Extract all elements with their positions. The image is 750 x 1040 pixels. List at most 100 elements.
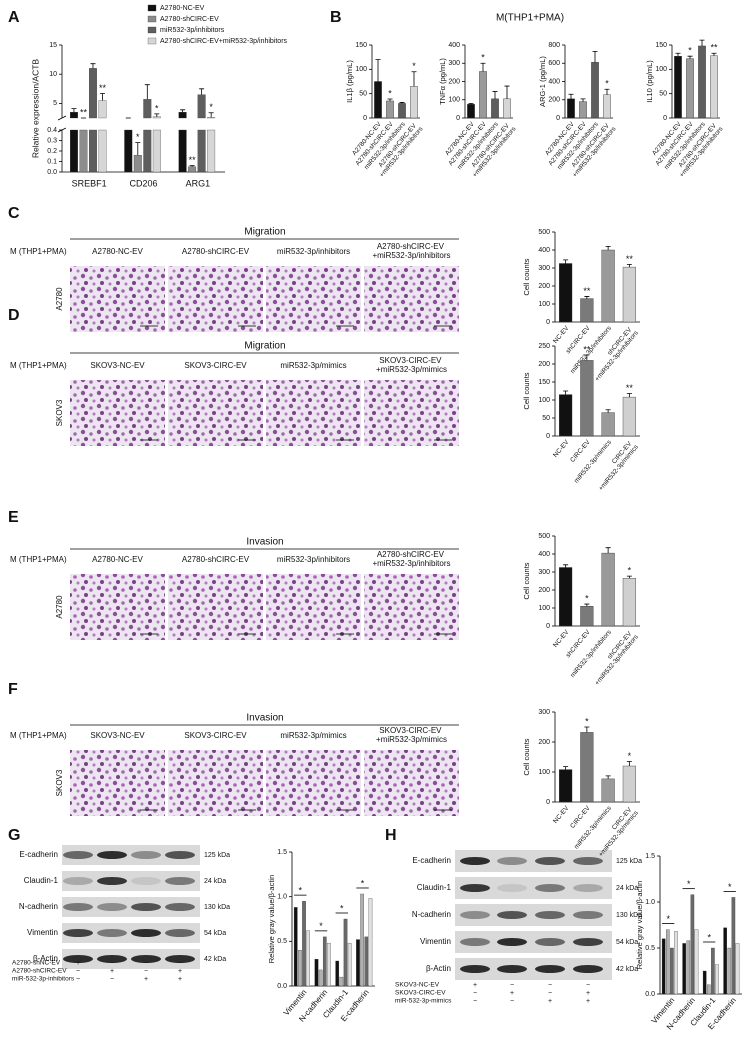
y-tick-label: 400 <box>548 78 560 85</box>
blot-band <box>165 851 195 859</box>
row-label: SKOV3 <box>55 769 64 796</box>
blot-band <box>97 877 127 885</box>
blot-band <box>535 857 565 865</box>
bar <box>710 55 718 119</box>
column-label: miR532-3p/mimics <box>280 361 346 370</box>
y-tick-label: 200 <box>548 97 560 104</box>
y-tick-label: 200 <box>538 283 550 290</box>
blot-band <box>460 911 490 919</box>
y-tick-label: 0 <box>546 433 550 440</box>
error-bar <box>99 93 105 101</box>
x-tick-label: CIRC-EV +miR532-3p/mimics <box>592 438 640 492</box>
y-axis-label: Cell counts <box>522 562 531 599</box>
bar <box>674 55 682 119</box>
error-bar <box>387 98 393 101</box>
blot-band <box>97 929 127 937</box>
bar <box>670 947 674 995</box>
error-bar <box>675 52 681 57</box>
error-bar <box>208 112 214 118</box>
micrograph <box>168 380 263 446</box>
label-line: A2780-shCIRC-EV <box>377 242 446 251</box>
bar <box>133 155 142 173</box>
panel-letter: C <box>8 205 20 222</box>
y-tick-label: 200 <box>448 78 460 85</box>
y-tick-label: 0.5 <box>645 945 655 952</box>
y-tick-label: 0.0 <box>645 991 655 998</box>
blot-band <box>573 911 603 919</box>
column-label: SKOV3-NC-EV <box>90 361 145 370</box>
significance: * <box>585 716 589 726</box>
y-tick-label: 1.5 <box>277 849 287 856</box>
blot-band <box>97 955 127 963</box>
bar <box>339 976 344 987</box>
blot-band <box>131 903 161 911</box>
micrograph-header: M (THP1+PMA) <box>10 555 67 564</box>
blot-band <box>63 877 93 885</box>
band-size: 42 kDa <box>204 956 226 963</box>
row-label: SKOV3 <box>55 399 64 426</box>
micrograph <box>364 750 459 816</box>
panel-letter: E <box>8 509 19 526</box>
bar <box>79 129 88 173</box>
panel-letter: G <box>8 827 20 844</box>
column-label: A2780-shCIRC-EV <box>182 555 250 564</box>
bar <box>666 929 670 995</box>
band-name: N-cadherin <box>412 910 451 919</box>
micrograph <box>168 574 263 640</box>
column-label: SKOV3-CIRC-EV +miR532-3p/mimics <box>376 356 447 374</box>
bar <box>601 412 615 437</box>
significance: * <box>628 751 632 761</box>
condition-sign: + <box>510 990 514 997</box>
significance: ** <box>189 155 197 165</box>
bar <box>674 931 678 995</box>
bar <box>322 936 327 987</box>
bar <box>702 970 707 995</box>
bar <box>143 99 152 119</box>
bar <box>711 947 715 995</box>
y-tick-label: 10 <box>49 71 57 78</box>
y-tick-label: 100 <box>448 97 460 104</box>
significance: * <box>688 46 692 56</box>
y-tick-label: 400 <box>538 247 550 254</box>
condition-sign: + <box>473 982 477 989</box>
blot-band <box>497 938 527 946</box>
label-line: +miR532-3p/mimics <box>376 365 447 374</box>
bar <box>715 964 719 995</box>
y-tick-label: 0.0 <box>277 983 287 990</box>
column-label: A2780-NC-EV <box>92 555 143 564</box>
panel-letter: F <box>8 681 18 698</box>
legend-label: A2780-shCIRC-EV <box>160 16 219 23</box>
column-label: miR532-3p/inhibitors <box>277 555 350 564</box>
bar <box>731 897 736 995</box>
condition-sign: − <box>178 960 182 967</box>
label-line: SKOV3-CIRC-EV <box>379 356 443 365</box>
y-tick-label: 5 <box>53 100 57 107</box>
error-bar <box>584 726 590 733</box>
error-bar <box>563 390 569 395</box>
blot-band <box>165 877 195 885</box>
bar <box>723 927 727 995</box>
bar <box>567 98 575 119</box>
label-line: +miR532-3p/inhibitors <box>372 251 450 260</box>
y-tick-label: 1.5 <box>645 853 655 860</box>
bar <box>735 943 740 995</box>
bar <box>314 959 319 987</box>
legend-swatch <box>147 26 157 34</box>
y-tick-label: 300 <box>538 569 550 576</box>
blot-band <box>460 938 490 946</box>
bar <box>686 940 691 995</box>
bar <box>207 129 216 173</box>
error-bar <box>626 575 632 579</box>
bar <box>682 943 686 995</box>
micrograph <box>168 266 263 332</box>
blot-band <box>165 955 195 963</box>
y-tick-label: 0.2 <box>47 148 57 155</box>
y-axis-label: IL10 (pg/mL) <box>645 60 654 103</box>
y-axis-label: Relative expression/ACTB <box>30 59 40 159</box>
error-bar <box>626 393 632 398</box>
bar <box>601 778 615 803</box>
micrograph <box>70 750 165 816</box>
y-tick-label: 600 <box>548 60 560 67</box>
blot-band <box>573 857 603 865</box>
